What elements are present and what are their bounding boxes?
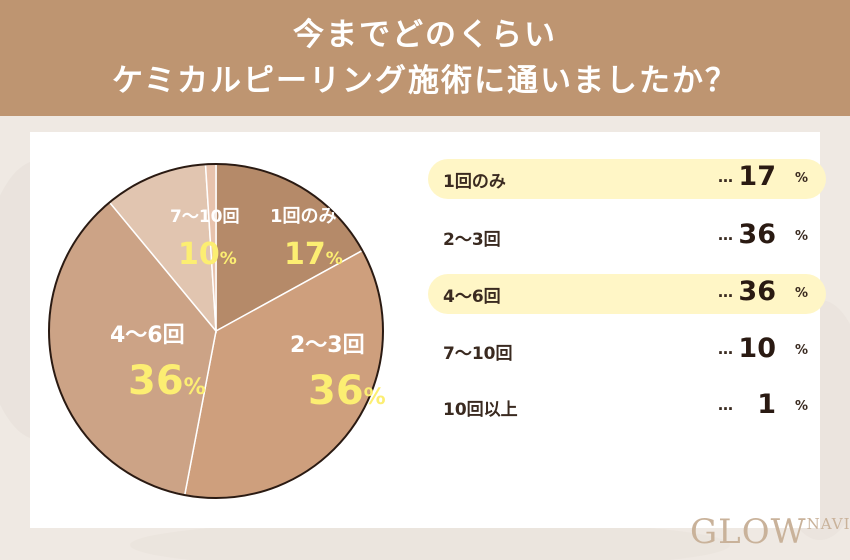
slice-label: 4〜6回 xyxy=(110,323,185,348)
legend-unit: % xyxy=(794,343,808,358)
legend-unit: % xyxy=(794,399,808,414)
legend-label: 4〜6回 xyxy=(443,287,501,307)
legend-row: 7〜10回 … 10 % xyxy=(428,331,826,371)
legend-value: 36 xyxy=(738,219,776,250)
legend-label: 1回のみ xyxy=(443,172,506,192)
glow-navi-logo: GLOWNAVI xyxy=(690,512,850,552)
legend-unit: % xyxy=(794,229,808,244)
legend-label: 2〜3回 xyxy=(443,230,501,250)
legend-dots: … xyxy=(718,226,734,244)
slice-value: 36% xyxy=(308,368,386,414)
pie-outline xyxy=(48,163,384,499)
logo-sub: NAVI xyxy=(806,515,850,533)
legend-dots: … xyxy=(718,283,734,301)
content-card: 1回のみ 17% 2〜3回 36% 4〜6回 36% 7〜10回 10% 1回のみ … 17 … xyxy=(30,132,826,528)
header-banner: 今までどのくらい ケミカルピーリング施術に通いましたか？ xyxy=(0,0,850,116)
legend-value: 36 xyxy=(738,276,776,307)
legend-value: 10 xyxy=(738,333,776,364)
legend-row: 1回のみ … 17 % xyxy=(428,159,826,199)
slice-label: 2〜3回 xyxy=(290,333,365,358)
title-line-1: 今までどのくらい xyxy=(293,17,557,53)
legend-label: 10回以上 xyxy=(443,400,518,420)
slice-label: 7〜10回 xyxy=(170,207,240,227)
logo-main: GLOW xyxy=(690,512,807,552)
legend-dots: … xyxy=(718,340,734,358)
legend-dots: … xyxy=(718,168,734,186)
title-line-2: ケミカルピーリング施術に通いましたか？ xyxy=(111,63,739,99)
legend-value: 17 xyxy=(738,161,776,192)
legend-row: 10回以上 … 1 % xyxy=(428,387,826,427)
legend-row: 2〜3回 … 36 % xyxy=(428,217,826,257)
legend-label: 7〜10回 xyxy=(443,344,513,364)
legend-unit: % xyxy=(794,171,808,186)
slice-label: 1回のみ xyxy=(270,206,337,227)
legend-row: 4〜6回 … 36 % xyxy=(428,274,826,314)
legend-dots: … xyxy=(718,396,734,414)
legend-value: 1 xyxy=(757,389,776,420)
legend-unit: % xyxy=(794,286,808,301)
